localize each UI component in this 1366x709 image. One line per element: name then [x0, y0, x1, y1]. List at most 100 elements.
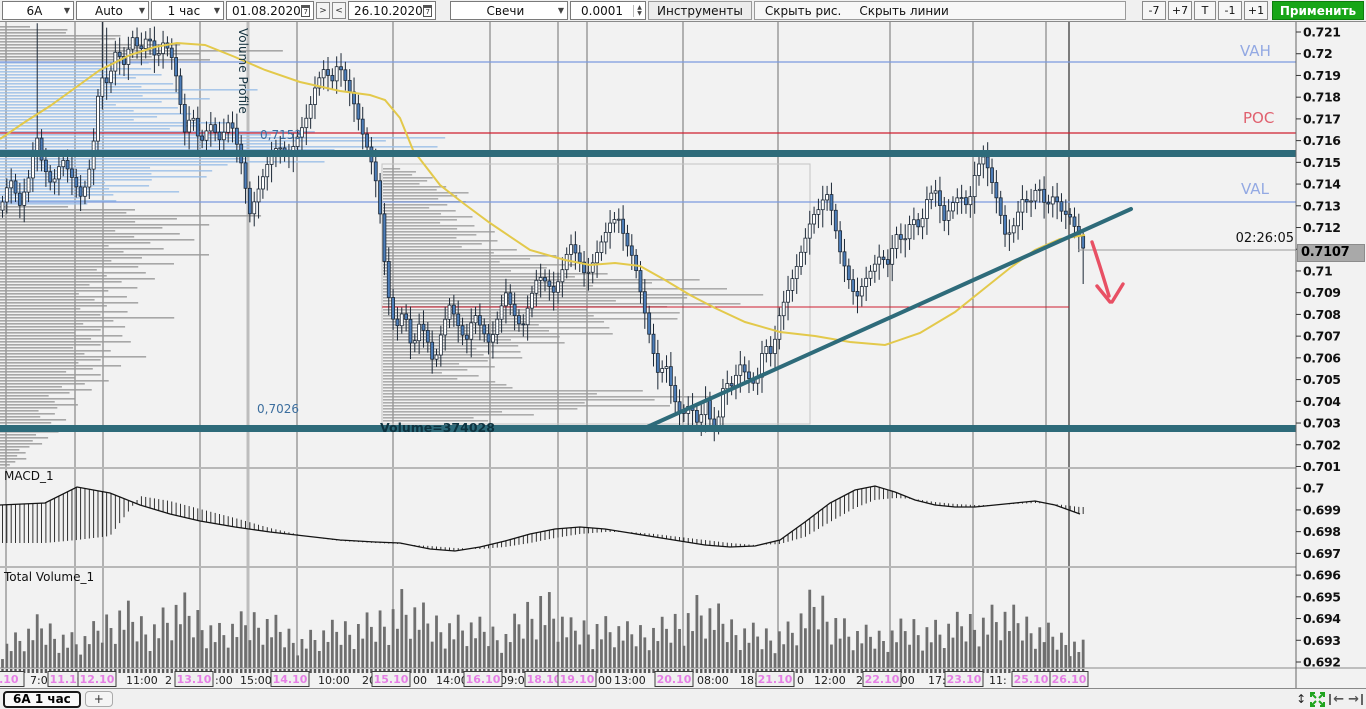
date-from-value: 01.08.2020 [232, 3, 301, 18]
minus1-label: -1 [1224, 4, 1236, 17]
tab-bar: 6A 1 час + ↕ ← → [0, 688, 1366, 709]
svg-text:0.707: 0.707 [1303, 329, 1341, 344]
svg-text:15.10: 15.10 [374, 673, 409, 686]
price-axis-scale-handle[interactable] [1296, 22, 1366, 668]
svg-text:09:0: 09:0 [500, 674, 525, 687]
svg-text:14.10: 14.10 [273, 673, 308, 686]
svg-text:15:00: 15:00 [240, 674, 272, 687]
svg-text:0.7: 0.7 [1303, 481, 1324, 496]
symbol-select[interactable]: 6A [2, 1, 74, 20]
spinner-arrows[interactable]: ▲ ▼ [633, 4, 645, 17]
scroll-right-button[interactable]: → [1348, 692, 1363, 707]
tick-size-value: 0.0001 [581, 3, 623, 18]
date-from-field[interactable]: 01.08.2020 [226, 1, 314, 20]
grid-lines [5, 22, 1070, 668]
tools-menu-button[interactable]: Инструменты [648, 1, 752, 20]
chevron-down-icon [139, 6, 145, 15]
today-button[interactable]: T [1194, 1, 1216, 20]
today-label: T [1201, 4, 1209, 17]
plus1-label: +1 [1247, 4, 1265, 17]
moving-average-line [0, 41, 1086, 347]
plus7-button[interactable]: +7 [1168, 1, 1192, 20]
plus1-button[interactable]: +1 [1244, 1, 1268, 20]
svg-text:23.10: 23.10 [947, 673, 982, 686]
svg-text:12:00: 12:00 [814, 674, 846, 687]
svg-text:22.10: 22.10 [865, 673, 900, 686]
svg-text:11:00: 11:00 [126, 674, 158, 687]
tab-6a-1h[interactable]: 6A 1 час [3, 690, 81, 708]
apply-button[interactable]: Применить [1272, 1, 1364, 20]
value-area-lines [0, 61, 1296, 308]
svg-text:10:00: 10:00 [318, 674, 350, 687]
minus7-label: -7 [1148, 4, 1160, 17]
svg-text:25.10: 25.10 [1014, 673, 1049, 686]
svg-text:19.10: 19.10 [560, 673, 595, 686]
tick-size-spinner[interactable]: 0.0001 ▲ ▼ [570, 1, 646, 20]
plus7-label: +7 [1171, 4, 1189, 17]
timeframe-value: 1 час [167, 3, 201, 18]
scroll-left-button[interactable]: ← [1329, 692, 1344, 707]
svg-text:9.10: 9.10 [0, 673, 19, 686]
svg-text:0.71: 0.71 [1303, 263, 1332, 278]
svg-text:00: 00 [598, 674, 612, 687]
chevron-down-icon [214, 6, 220, 15]
step-forward-label: > [319, 5, 327, 16]
calendar-icon[interactable] [422, 4, 432, 17]
svg-text:0.695: 0.695 [1303, 589, 1341, 604]
time-axis-scale-handle[interactable] [0, 668, 1296, 688]
time-axis: 7:00 11:00 2:00 15:00 10:00 20 00 14:00 09:0 00 13… [0, 667, 1366, 687]
svg-text:0.696: 0.696 [1303, 568, 1341, 583]
svg-text:11.10: 11.10 [50, 673, 85, 686]
macd-indicator [0, 485, 1084, 552]
svg-text:00: 00 [413, 674, 427, 687]
calendar-icon[interactable] [300, 4, 310, 17]
svg-text:0.705: 0.705 [1303, 372, 1341, 387]
hide-lines-button[interactable]: Скрыть линии [859, 3, 949, 18]
step-back-button[interactable]: < [332, 2, 346, 19]
svg-text:12.10: 12.10 [80, 673, 115, 686]
svg-text:20.10: 20.10 [657, 673, 692, 686]
svg-text:0.701: 0.701 [1303, 459, 1341, 474]
svg-text:0.721: 0.721 [1303, 25, 1341, 40]
svg-text:11:: 11: [989, 674, 1007, 687]
svg-text:21.10: 21.10 [758, 673, 793, 686]
svg-text:0.703: 0.703 [1303, 416, 1341, 431]
svg-text:0.694: 0.694 [1303, 611, 1341, 626]
svg-text:08:00: 08:00 [697, 674, 729, 687]
svg-text::00: :00 [215, 674, 233, 687]
step-back-label: < [335, 5, 343, 16]
vertical-resize-icon[interactable]: ↕ [1296, 692, 1307, 706]
trend-line [643, 207, 1133, 430]
step-forward-button[interactable]: > [316, 2, 330, 19]
svg-text:0.708: 0.708 [1303, 307, 1341, 322]
svg-text:0.699: 0.699 [1303, 502, 1341, 517]
minus1-button[interactable]: -1 [1218, 1, 1242, 20]
chart-type-select[interactable]: Свечи [450, 1, 568, 20]
tab-6a-1h-label: 6A 1 час [13, 692, 71, 706]
add-tab-button[interactable]: + [84, 691, 113, 707]
svg-text:0.713: 0.713 [1303, 198, 1341, 213]
svg-text:0.717: 0.717 [1303, 111, 1341, 126]
svg-text:0.702: 0.702 [1303, 437, 1341, 452]
range-mode-select[interactable]: Auto [76, 1, 149, 20]
hide-figures-button[interactable]: Скрыть рис. [764, 3, 842, 18]
fullscreen-expand-icon[interactable] [1310, 691, 1326, 707]
main-toolbar: 6A Auto 1 час 01.08.2020 > < 26.10.2020 … [0, 0, 1366, 22]
svg-text:0.718: 0.718 [1303, 90, 1341, 105]
svg-text:0.697: 0.697 [1303, 546, 1341, 561]
date-to-field[interactable]: 26.10.2020 [348, 1, 436, 20]
svg-text:18.10: 18.10 [527, 673, 562, 686]
svg-text:0.692: 0.692 [1303, 654, 1341, 669]
svg-text:0.706: 0.706 [1303, 350, 1341, 365]
chevron-down-icon [64, 6, 70, 15]
hide-options-strip: Скрыть рис. Скрыть линии [753, 1, 1126, 20]
minus7-button[interactable]: -7 [1142, 1, 1166, 20]
svg-text:0.716: 0.716 [1303, 133, 1341, 148]
add-tab-label: + [93, 692, 104, 706]
svg-text:0.719: 0.719 [1303, 68, 1341, 83]
timeframe-select[interactable]: 1 час [151, 1, 224, 20]
down-arrow-annotation [1090, 240, 1125, 304]
chevron-down-icon [558, 6, 564, 15]
